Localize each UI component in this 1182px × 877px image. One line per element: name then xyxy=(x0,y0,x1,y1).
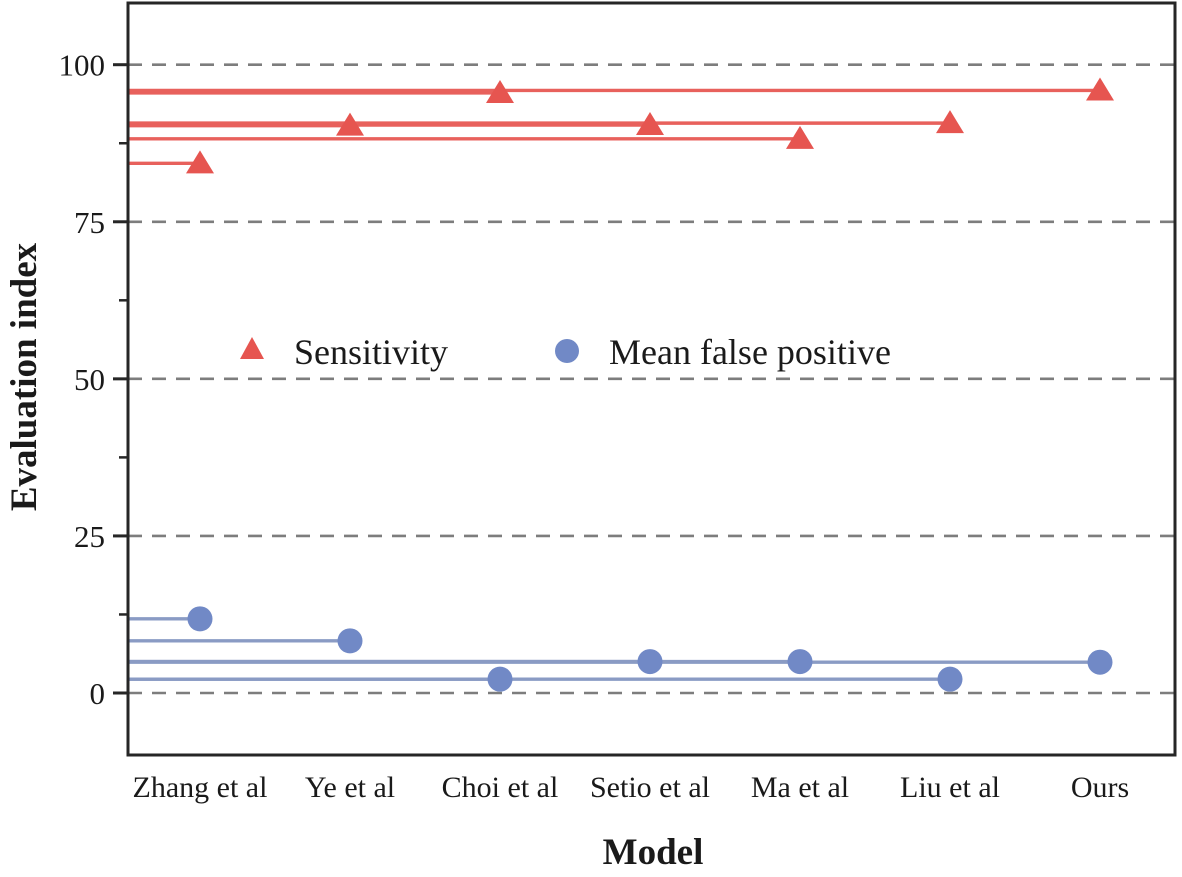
y-axis-title: Evaluation index xyxy=(4,242,45,511)
sensitivity-marker xyxy=(186,150,214,174)
mean-false-positive-marker xyxy=(1087,649,1113,675)
x-category-label: Ma et al xyxy=(751,771,849,804)
mean-false-positive-marker xyxy=(937,666,963,692)
x-category-label: Zhang et al xyxy=(133,771,268,804)
mean-false-positive-marker xyxy=(337,628,363,654)
sensitivity-marker xyxy=(786,125,814,149)
x-category-label: Choi et al xyxy=(442,771,559,804)
mean-false-positive-marker xyxy=(187,606,213,632)
sensitivity-marker xyxy=(936,110,964,134)
sensitivity-marker xyxy=(336,112,364,136)
sensitivity-marker xyxy=(1086,77,1114,101)
legend-sensitivity-triangle-icon xyxy=(240,337,264,359)
x-category-label: Liu et al xyxy=(900,771,1000,804)
y-tick-label: 100 xyxy=(59,48,106,83)
legend-sensitivity-label: Sensitivity xyxy=(294,332,448,372)
y-tick-label: 0 xyxy=(90,676,106,711)
y-tick-label: 50 xyxy=(74,362,105,397)
plot-border xyxy=(126,1,1177,757)
mean-false-positive-marker xyxy=(637,649,663,675)
legend-mean-false-positive-label: Mean false positive xyxy=(609,332,891,372)
mean-false-positive-marker xyxy=(487,666,513,692)
y-tick-label: 25 xyxy=(74,519,105,554)
chart-plot-area: 0 25 50 75 100 Zhang et al Ye et al Choi et al S… xyxy=(59,48,1175,804)
sensitivity-marker xyxy=(636,112,664,136)
mean-false-positive-marker xyxy=(787,649,813,675)
y-tick-label: 75 xyxy=(74,205,105,240)
legend: Sensitivity Mean false positive xyxy=(240,332,891,372)
x-category-label: Setio et al xyxy=(590,771,710,804)
x-axis-title: Model xyxy=(603,832,704,873)
sensitivity-marker xyxy=(486,79,514,103)
legend-mean-false-positive-circle-icon xyxy=(555,339,579,363)
x-category-label: Ye et al xyxy=(305,771,395,804)
x-category-label: Ours xyxy=(1071,771,1129,804)
